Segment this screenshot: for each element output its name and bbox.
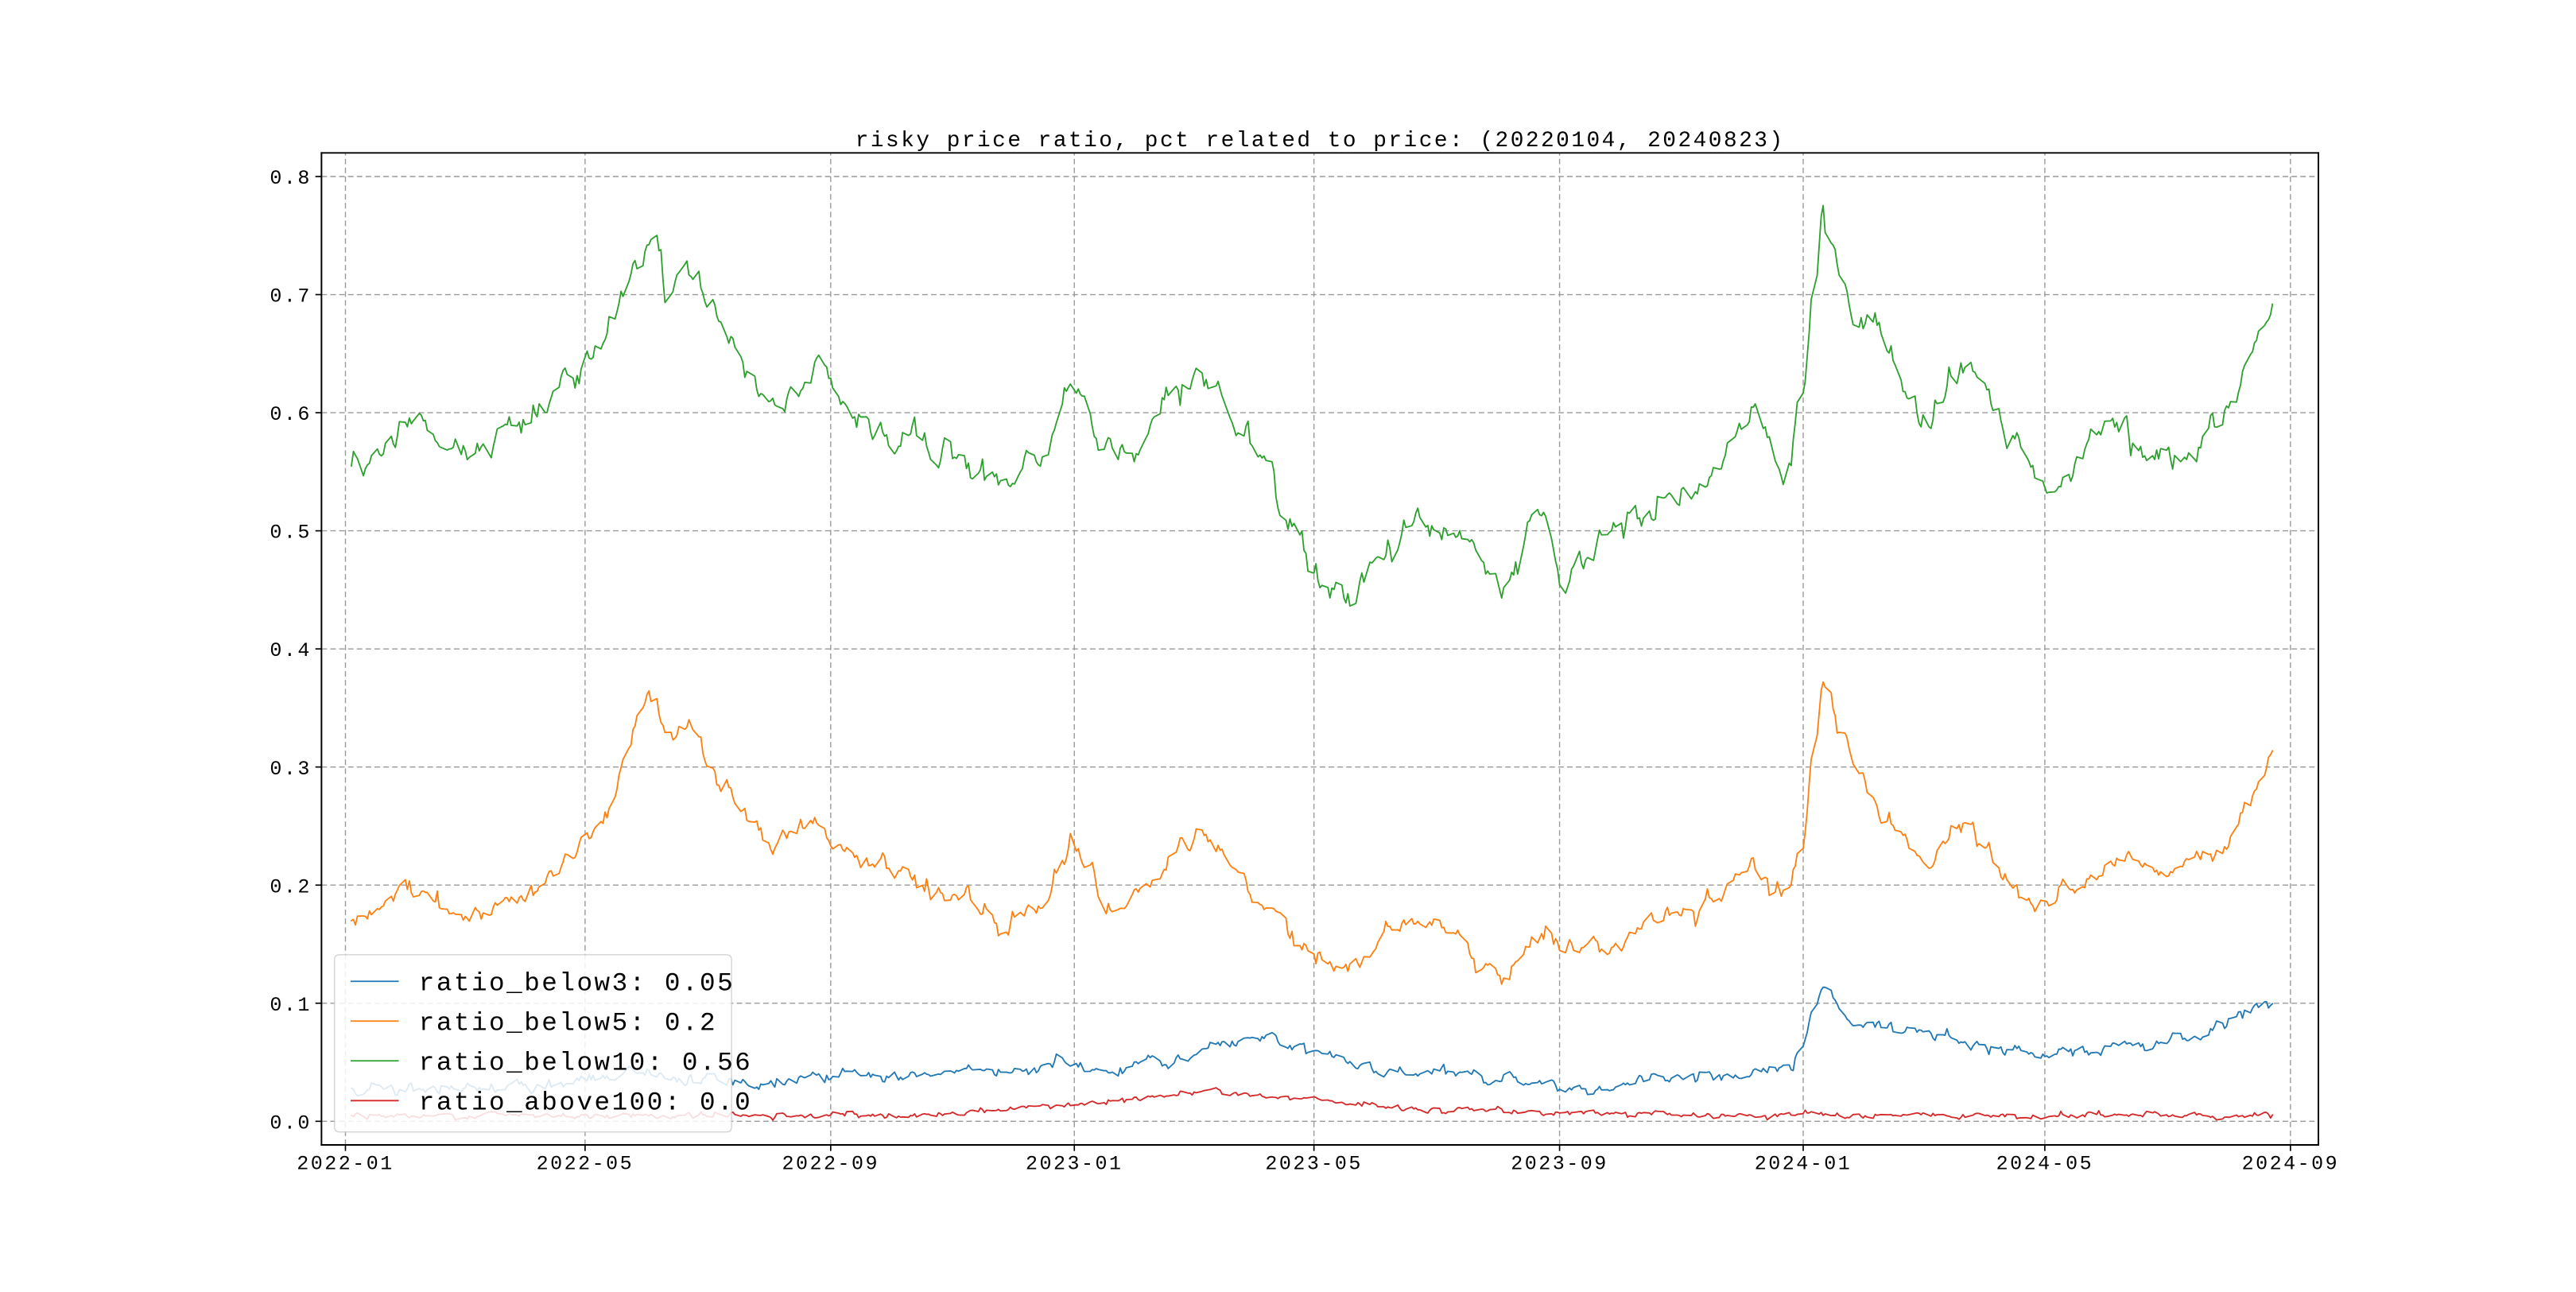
svg-text:0.4: 0.4 xyxy=(270,639,312,662)
svg-text:0.5: 0.5 xyxy=(270,522,312,545)
svg-text:0.1: 0.1 xyxy=(270,994,312,1017)
svg-text:2024-09: 2024-09 xyxy=(2242,1153,2340,1176)
svg-text:0.3: 0.3 xyxy=(270,758,312,781)
svg-text:ratio_above100: 0.0: ratio_above100: 0.0 xyxy=(419,1088,753,1118)
svg-text:2024-05: 2024-05 xyxy=(1996,1153,2094,1176)
svg-text:2023-01: 2023-01 xyxy=(1026,1153,1123,1176)
svg-text:2024-01: 2024-01 xyxy=(1755,1153,1852,1176)
svg-text:0.8: 0.8 xyxy=(270,167,312,190)
svg-text:ratio_below5: 0.2: ratio_below5: 0.2 xyxy=(419,1009,717,1038)
svg-text:0.0: 0.0 xyxy=(270,1112,312,1135)
svg-text:2023-09: 2023-09 xyxy=(1511,1153,1608,1176)
svg-text:0.6: 0.6 xyxy=(270,403,312,426)
svg-text:2022-05: 2022-05 xyxy=(537,1153,634,1176)
svg-text:ratio_below3: 0.05: ratio_below3: 0.05 xyxy=(419,969,735,999)
svg-text:ratio_below10: 0.56: ratio_below10: 0.56 xyxy=(419,1049,753,1078)
svg-text:0.2: 0.2 xyxy=(270,875,312,898)
svg-text:2022-09: 2022-09 xyxy=(782,1153,880,1176)
svg-text:risky price ratio, pct related: risky price ratio, pct related to price:… xyxy=(855,129,1785,153)
svg-text:2022-01: 2022-01 xyxy=(297,1153,394,1176)
svg-text:2023-05: 2023-05 xyxy=(1265,1153,1363,1176)
svg-text:0.7: 0.7 xyxy=(270,285,312,308)
